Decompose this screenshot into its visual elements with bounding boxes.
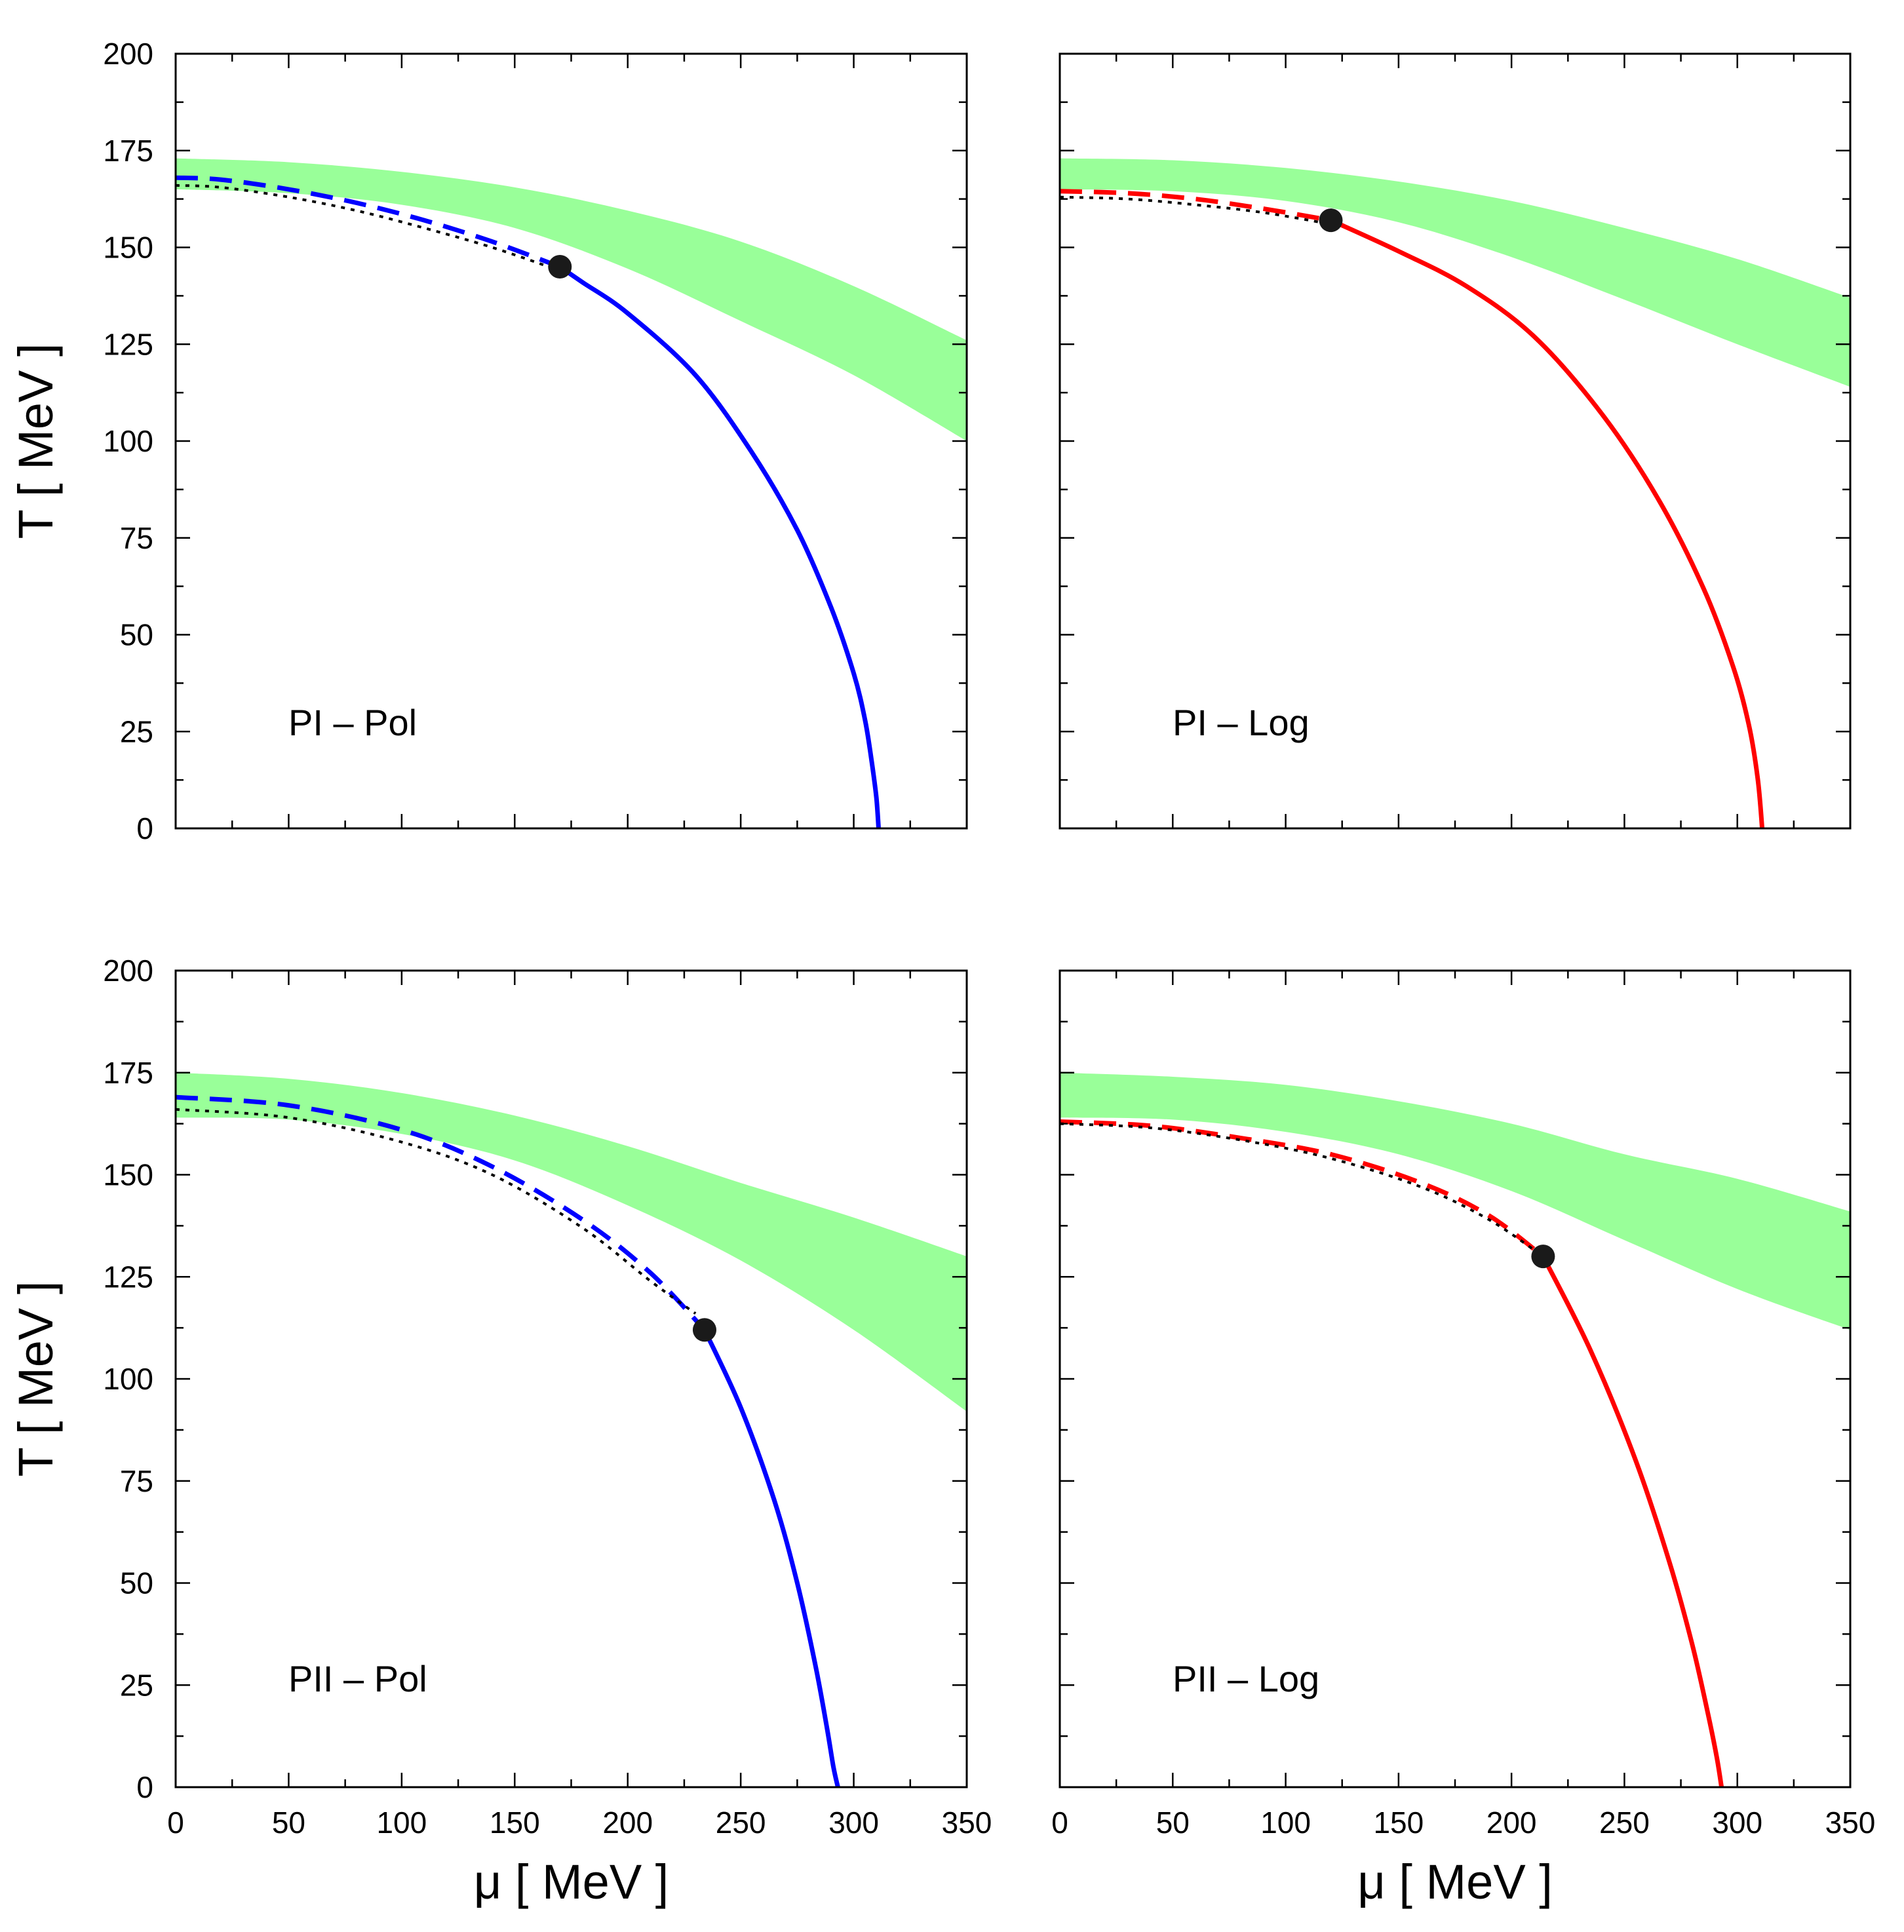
y-tick-label: 0: [136, 1770, 153, 1804]
panel-pii-log: 0 50 100 150 200 250 300 350 μ [ MeV ] PII – Log: [1051, 969, 1876, 1909]
y-tick-label: 200: [103, 954, 153, 988]
x-tick-label: 150: [490, 1806, 540, 1840]
x-axis-title: μ [ MeV ]: [474, 1855, 669, 1909]
y-tick-label: 125: [103, 1260, 153, 1294]
y-tick-label: 25: [120, 1668, 153, 1702]
y-tick-label: 75: [120, 1464, 153, 1498]
panel-label: PI – Pol: [288, 702, 417, 743]
first-order-solid-line: [558, 265, 881, 828]
x-tick-label: 100: [1260, 1806, 1311, 1840]
y-tick-label: 150: [103, 1158, 153, 1192]
critical-end-point: [1531, 1245, 1555, 1269]
x-tick-label: 300: [828, 1806, 879, 1840]
y-axis-title: T [ MeV ]: [9, 1281, 63, 1477]
y-tick-label: 175: [103, 134, 153, 168]
first-order-solid-line: [1330, 218, 1765, 828]
lattice-band: [1060, 158, 1850, 387]
y-tick-label: 50: [120, 1566, 153, 1600]
x-axis-title: μ [ MeV ]: [1357, 1855, 1553, 1909]
x-tick-label: 300: [1712, 1806, 1762, 1840]
y-axis-title: T [ MeV ]: [9, 343, 63, 539]
critical-end-point: [1319, 208, 1343, 233]
x-tick-label: 350: [1825, 1806, 1876, 1840]
reference-dotted-line: [176, 1108, 697, 1315]
x-tick-label: 200: [1486, 1806, 1537, 1840]
y-tick-label: 150: [103, 231, 153, 265]
lattice-band: [176, 1072, 967, 1412]
x-tick-label: 250: [1599, 1806, 1650, 1840]
first-order-solid-line: [1541, 1255, 1724, 1787]
x-tick-label: 350: [942, 1806, 992, 1840]
lattice-band: [176, 158, 967, 441]
y-tick-label: 100: [103, 424, 153, 458]
y-tick-label: 50: [120, 618, 153, 652]
x-tick-label: 150: [1373, 1806, 1424, 1840]
x-tick-label: 250: [716, 1806, 766, 1840]
x-tick-label: 100: [376, 1806, 427, 1840]
panel-pi-pol: 0 25 50 75 100 125 150 175 200 T [ MeV ] PI – Pol: [9, 37, 968, 845]
y-tick-label: 100: [103, 1362, 153, 1396]
critical-end-point: [692, 1318, 716, 1342]
panel-label: PII – Pol: [288, 1658, 427, 1699]
crossover-dashed-line: [176, 1094, 707, 1332]
first-order-solid-line: [702, 1328, 840, 1787]
crossover-dashed-line: [1060, 189, 1332, 223]
x-tick-label: 0: [1051, 1806, 1068, 1840]
critical-end-point: [548, 255, 572, 279]
lattice-band: [1060, 1072, 1850, 1330]
panel-label: PI – Log: [1173, 702, 1310, 743]
crossover-dashed-line: [176, 175, 561, 269]
y-tick-label: 125: [103, 327, 153, 361]
panel-label: PII – Log: [1173, 1658, 1319, 1699]
y-tick-label: 25: [120, 714, 153, 748]
x-tick-label: 0: [167, 1806, 184, 1840]
crossover-dashed-line: [1060, 1119, 1545, 1258]
y-tick-label: 200: [103, 37, 153, 71]
reference-dotted-line: [1060, 195, 1331, 225]
reference-dotted-line: [1060, 1122, 1544, 1258]
y-tick-label: 175: [103, 1056, 153, 1090]
y-tick-label: 75: [120, 521, 153, 555]
panel-pi-log: PI – Log: [1059, 52, 1852, 830]
x-tick-label: 200: [602, 1806, 653, 1840]
panel-pii-pol: 0 50 100 150 200 250 300 350 0 25 50 75 100 125 150 175…: [9, 954, 992, 1909]
x-tick-label: 50: [1156, 1806, 1190, 1840]
y-tick-label: 0: [136, 811, 153, 845]
x-tick-label: 50: [272, 1806, 305, 1840]
